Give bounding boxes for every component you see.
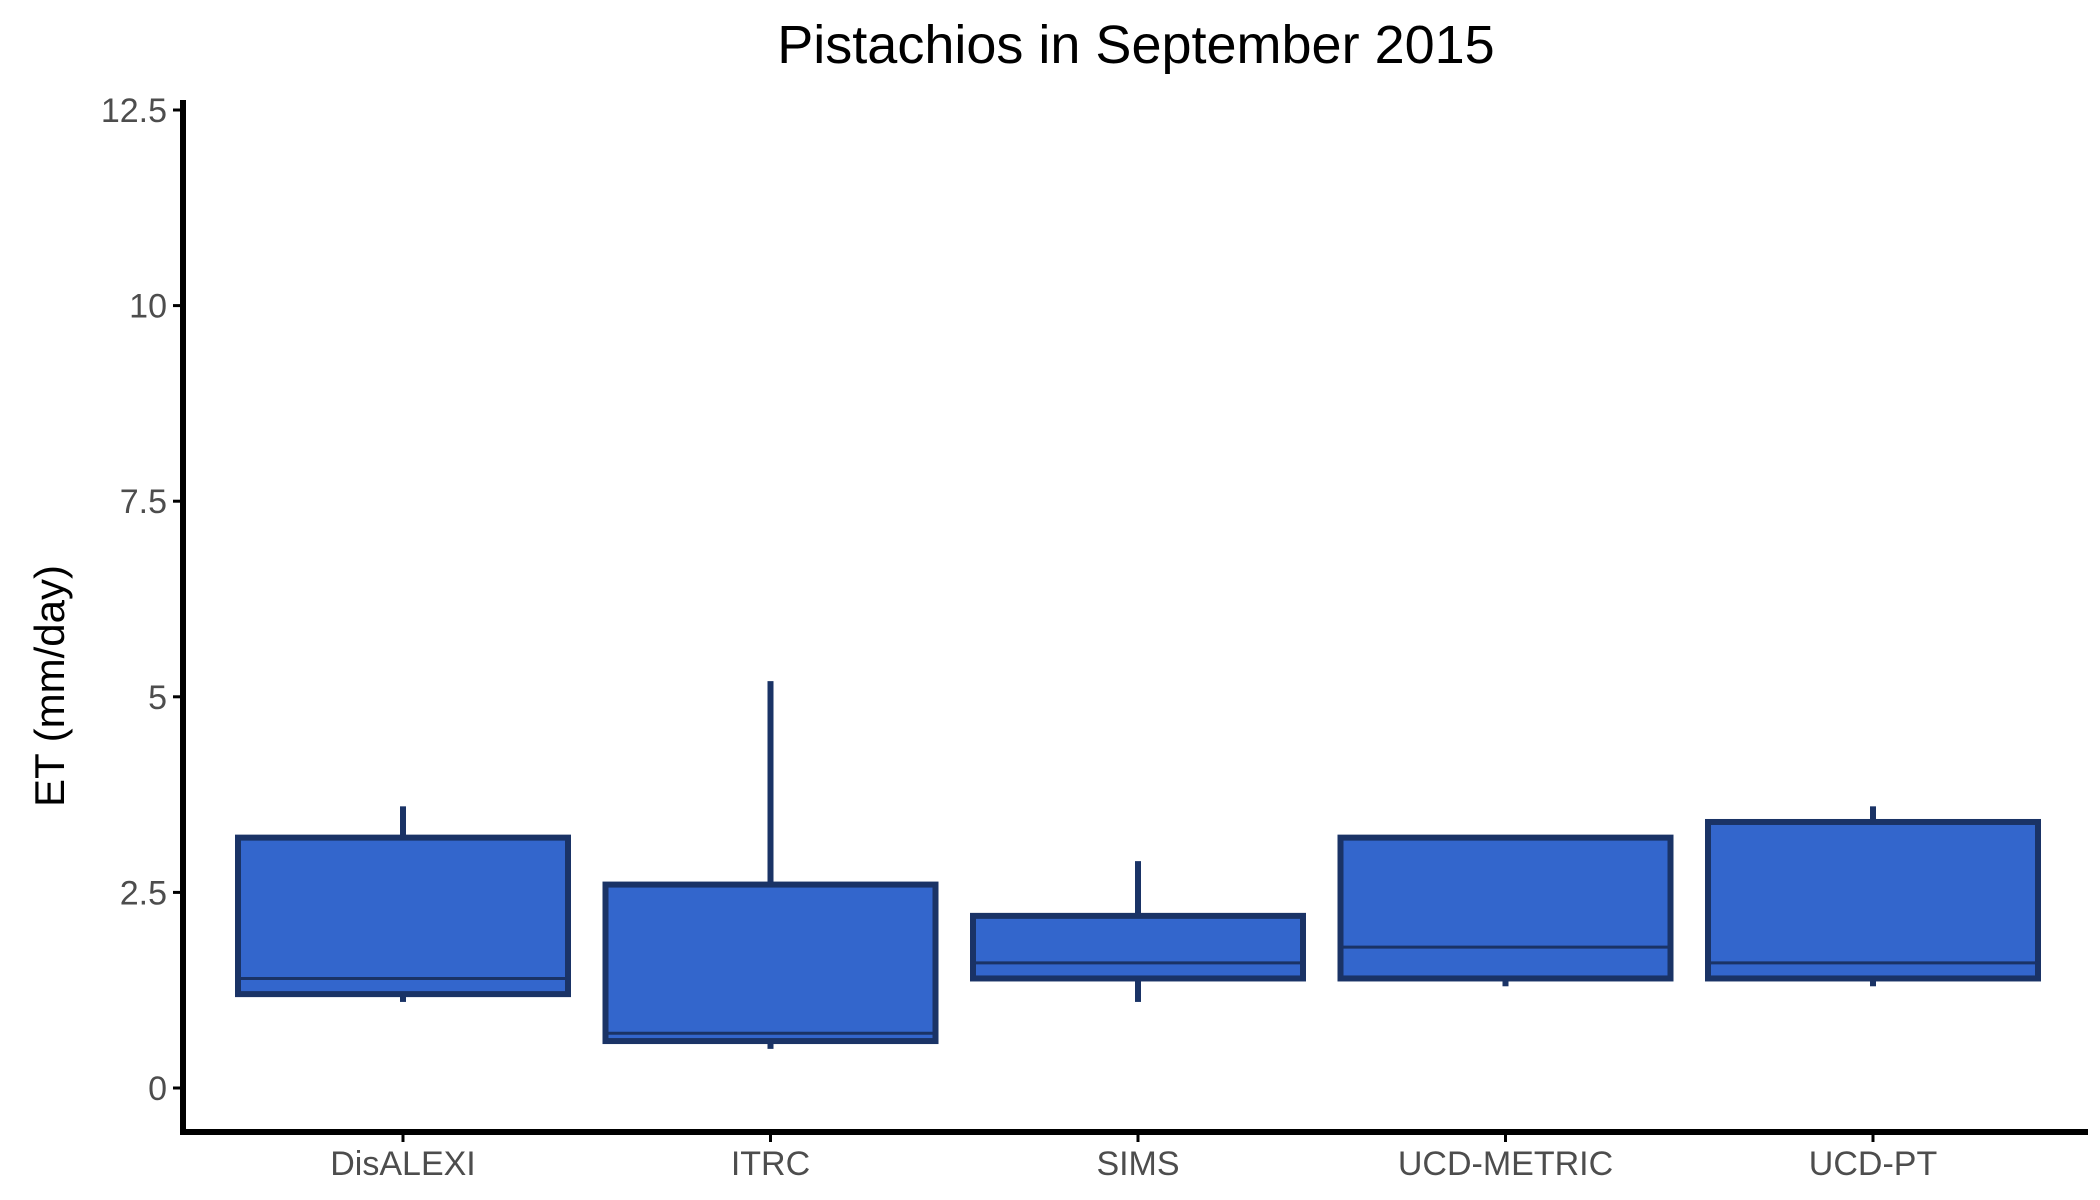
y-tick-label: 5 (148, 679, 167, 717)
x-tick-label: SIMS (1096, 1145, 1179, 1183)
x-tick-label: ITRC (731, 1145, 810, 1183)
y-tick-label: 2.5 (120, 874, 167, 912)
x-tick-label: DisALEXI (330, 1145, 476, 1183)
box (602, 881, 939, 1045)
x-tick-label: UCD-PT (1809, 1145, 1937, 1183)
box (1705, 818, 2041, 982)
box (235, 834, 571, 998)
x-tick-label: UCD-METRIC (1398, 1145, 1613, 1183)
box (1337, 834, 1674, 982)
box (970, 912, 1306, 982)
y-tick-label: 12.5 (101, 92, 167, 130)
chart-title: Pistachios in September 2015 (777, 15, 1495, 75)
y-tick-label: 7.5 (120, 483, 167, 521)
y-tick-label: 10 (129, 288, 167, 326)
y-tick-label: 0 (148, 1070, 167, 1108)
